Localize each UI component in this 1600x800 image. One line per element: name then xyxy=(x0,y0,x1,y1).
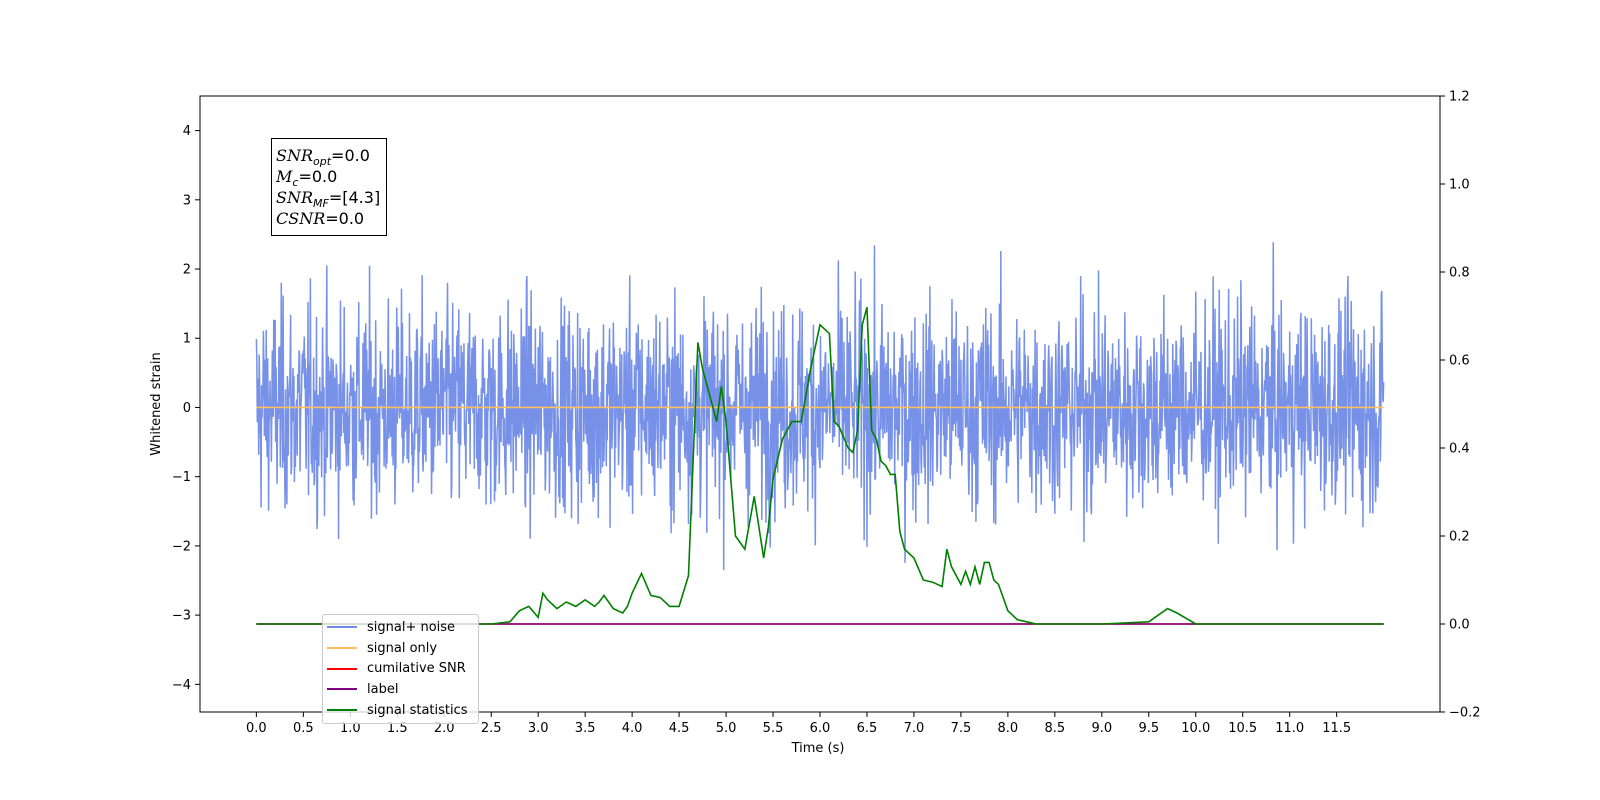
x-tick-label: 11.5 xyxy=(1322,721,1351,736)
y-axis-label: Whitened strain xyxy=(149,352,164,455)
y-tick-label: 3 xyxy=(183,193,191,208)
x-tick-label: 10.5 xyxy=(1228,721,1257,736)
x-tick-label: 9.5 xyxy=(1138,721,1159,736)
y-axis-right: 1.2 1.0 0.8 0.6 0.4 0.2 0.0 −0.2 xyxy=(1440,90,1481,721)
y-tick-label: 4 xyxy=(183,124,191,139)
x-tick-label: 4.5 xyxy=(669,721,690,736)
x-tick-label: 11.0 xyxy=(1275,721,1304,736)
stats-annotation-box: SNRopt=0.0 Mc=0.0 SNRMF=[4.3] CSNR=0.0 xyxy=(271,138,387,236)
stats-line-snr-mf: SNRMF=[4.3] xyxy=(276,188,381,210)
x-tick-label: 5.5 xyxy=(763,721,784,736)
x-tick-label: 1.0 xyxy=(340,721,361,736)
x-tick-label: 8.0 xyxy=(998,721,1019,736)
legend-entry-cumulative-snr: cumilative SNR xyxy=(327,658,478,679)
y2-tick-label: −0.2 xyxy=(1449,706,1481,721)
legend-swatch xyxy=(327,709,357,712)
legend-entry-signal-noise: signal+ noise xyxy=(327,617,478,638)
x-tick-label: 2.5 xyxy=(481,721,502,736)
y-tick-label: −1 xyxy=(172,470,191,485)
y2-tick-label: 0.4 xyxy=(1449,442,1470,457)
legend-entry-signal-only: signal only xyxy=(327,638,478,659)
x-tick-label: 7.5 xyxy=(951,721,972,736)
series-signal-statistics xyxy=(256,306,1384,625)
stats-line-csnr: CSNR=0.0 xyxy=(276,209,365,228)
x-tick-label: 9.0 xyxy=(1091,721,1112,736)
legend-label: signal statistics xyxy=(367,702,468,718)
stats-line-mc: Mc=0.0 xyxy=(276,167,338,189)
y2-tick-label: 0.0 xyxy=(1449,618,1470,633)
legend-entry-signal-statistics: signal statistics xyxy=(327,700,478,721)
y-tick-label: −2 xyxy=(172,539,191,554)
y-axis-left: 4 3 2 1 0 −1 −2 −3 −4 xyxy=(172,124,200,693)
x-tick-label: 8.5 xyxy=(1045,721,1066,736)
legend-swatch xyxy=(327,647,357,650)
y-tick-label: −3 xyxy=(172,609,191,624)
x-tick-label: 2.0 xyxy=(434,721,455,736)
x-tick-label: 0.0 xyxy=(246,721,267,736)
x-tick-label: 4.0 xyxy=(622,721,643,736)
legend-label: signal only xyxy=(367,640,438,656)
y-tick-label: 0 xyxy=(183,401,191,416)
x-axis: 0.0 0.5 1.0 1.5 2.0 2.5 3.0 3.5 4.0 4.5 5.0 5.5 6.0 6… xyxy=(246,712,1351,736)
legend: signal+ noise signal only cumilative SNR… xyxy=(322,614,479,724)
y2-tick-label: 0.2 xyxy=(1449,530,1470,545)
y2-tick-label: 1.0 xyxy=(1449,178,1470,193)
x-tick-label: 3.0 xyxy=(528,721,549,736)
series-signal-noise xyxy=(255,242,1385,571)
legend-swatch xyxy=(327,688,357,691)
x-tick-label: 1.5 xyxy=(387,721,408,736)
y2-tick-label: 1.2 xyxy=(1449,90,1470,105)
y-tick-label: 2 xyxy=(183,263,191,278)
y-tick-label: −4 xyxy=(172,678,191,693)
legend-swatch xyxy=(327,626,357,629)
x-tick-label: 6.0 xyxy=(810,721,831,736)
x-tick-label: 6.5 xyxy=(857,721,878,736)
legend-swatch xyxy=(327,667,357,670)
legend-label: label xyxy=(367,681,399,697)
y2-tick-label: 0.6 xyxy=(1449,354,1470,369)
legend-label: cumilative SNR xyxy=(367,661,466,677)
y-tick-label: 1 xyxy=(183,332,191,347)
stats-line-snr-opt: SNRopt=0.0 xyxy=(276,146,370,168)
x-tick-label: 5.0 xyxy=(716,721,737,736)
legend-label: signal+ noise xyxy=(367,619,456,635)
x-tick-label: 10.0 xyxy=(1181,721,1210,736)
x-tick-label: 3.5 xyxy=(575,721,596,736)
x-tick-label: 7.0 xyxy=(904,721,925,736)
x-tick-label: 0.5 xyxy=(293,721,314,736)
y2-tick-label: 0.8 xyxy=(1449,266,1470,281)
x-axis-label: Time (s) xyxy=(791,741,845,756)
legend-entry-label: label xyxy=(327,679,478,700)
